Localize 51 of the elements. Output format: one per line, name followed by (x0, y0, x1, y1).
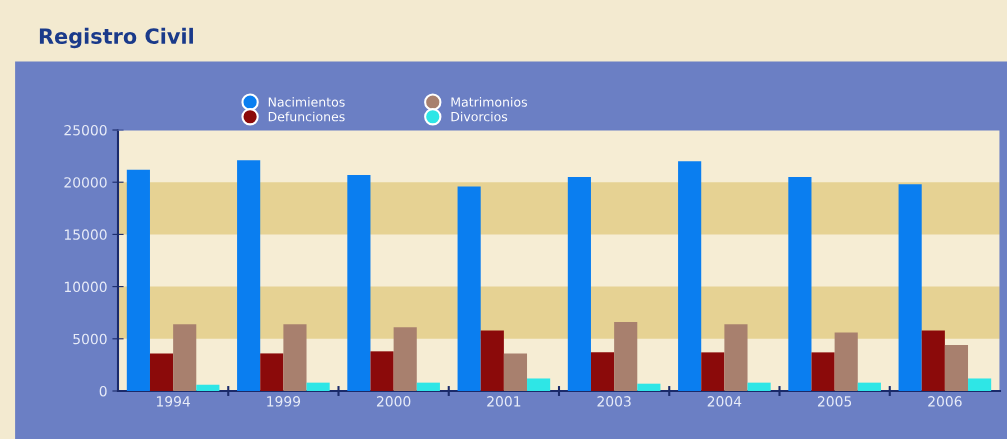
bar (283, 324, 307, 391)
bar (724, 324, 748, 391)
y-tick-label: 10000 (64, 281, 107, 293)
y-tick-label: 15000 (64, 229, 107, 240)
x-tick-label: 2001 (487, 396, 521, 407)
legend-label: Defunciones (268, 111, 345, 122)
legend-label: Matrimonios (451, 97, 527, 107)
bar (393, 327, 417, 391)
x-tick-label: 1999 (267, 396, 301, 407)
bar (370, 351, 394, 391)
bar (614, 322, 638, 391)
bar (347, 174, 371, 391)
bar (173, 324, 197, 391)
y-tick-label: 25000 (64, 124, 107, 136)
y-tick-label: 5000 (73, 333, 107, 345)
bar (678, 161, 702, 391)
bar (416, 382, 440, 391)
bar (457, 186, 481, 391)
bar (811, 352, 835, 391)
x-tick-label: 2006 (928, 396, 962, 407)
bar (237, 160, 261, 391)
x-tick-label: 2000 (376, 396, 411, 407)
bar (480, 330, 504, 391)
bar (527, 378, 551, 391)
x-tick-label: 2003 (597, 396, 631, 407)
bar (788, 176, 812, 391)
bar (260, 353, 284, 391)
bar (834, 332, 858, 391)
bar (126, 169, 150, 391)
bar (503, 353, 528, 391)
bar (701, 352, 725, 391)
bar (747, 382, 771, 391)
bar (567, 176, 591, 391)
bar (306, 382, 330, 391)
chart-title: Registro Civil (39, 27, 193, 49)
bar (637, 383, 661, 391)
bar (968, 378, 992, 391)
bar (590, 352, 615, 391)
bar (857, 382, 881, 391)
x-tick-label: 1994 (156, 396, 191, 407)
legend-label: Divorcios (451, 111, 508, 122)
bar (898, 184, 922, 391)
bar (921, 330, 945, 391)
y-tick-label: 0 (99, 385, 107, 397)
legend-label: Nacimientos (268, 97, 345, 107)
bar (944, 345, 969, 391)
x-tick-label: 2004 (707, 396, 742, 407)
y-tick-label: 20000 (64, 177, 107, 188)
x-tick-label: 2005 (817, 396, 852, 407)
bar (196, 384, 220, 391)
bar (149, 353, 174, 391)
